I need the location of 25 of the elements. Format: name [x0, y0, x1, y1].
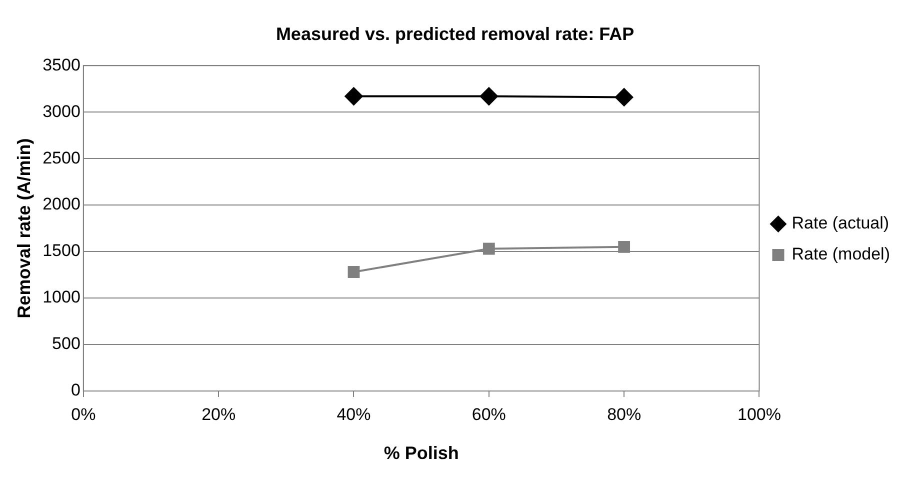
legend-label: Rate (model) — [792, 244, 890, 264]
y-tick-label: 2500 — [42, 148, 80, 168]
x-tick-label: 60% — [472, 404, 506, 424]
point — [615, 88, 634, 106]
y-tick-label: 1000 — [42, 288, 80, 307]
y-tick-label: 1500 — [42, 241, 80, 260]
x-tick-label: 40% — [336, 404, 371, 424]
x-tick-label: 100% — [738, 404, 781, 424]
point — [348, 266, 360, 278]
y-tick-label: 2000 — [42, 194, 80, 214]
x-tick-label: 80% — [607, 404, 642, 424]
y-tick-label: 0 — [70, 380, 80, 400]
point — [618, 240, 630, 253]
y-tick-label: 3000 — [42, 102, 80, 121]
x-tick-label: 20% — [202, 404, 236, 424]
point — [482, 242, 495, 255]
y-tick-label: 3500 — [42, 55, 80, 74]
chart-title: Measured vs. predicted removal rate: FAP — [276, 24, 634, 44]
point — [344, 87, 363, 106]
point — [480, 87, 498, 106]
legend-label: Rate (actual) — [792, 214, 890, 233]
y-tick-label: 500 — [52, 334, 80, 354]
y-axis-title: Removal rate (A/min) — [14, 138, 34, 318]
x-tick-label: 0% — [71, 404, 96, 424]
x-axis-title: % Polish — [384, 443, 459, 464]
